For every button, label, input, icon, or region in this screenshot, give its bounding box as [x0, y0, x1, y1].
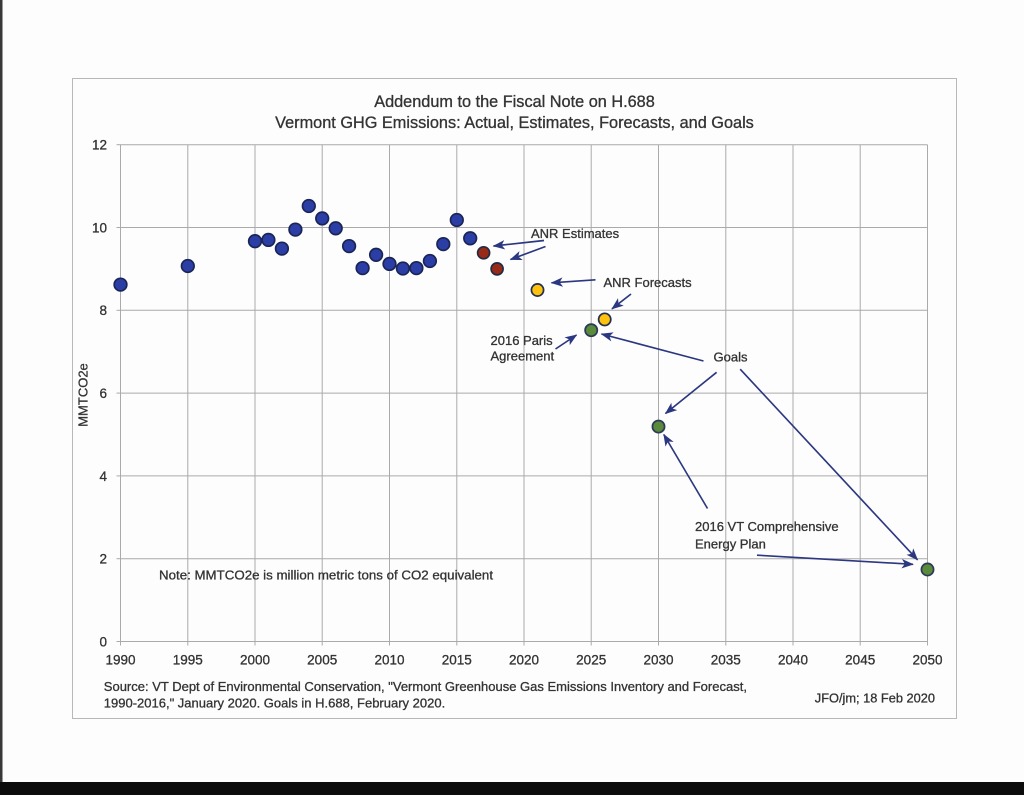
svg-text:6: 6: [99, 386, 107, 401]
svg-text:8: 8: [99, 303, 107, 318]
svg-text:Note: MMTCO2e is million metri: Note: MMTCO2e is million metric tons of …: [159, 568, 493, 583]
svg-text:10: 10: [92, 220, 107, 235]
svg-text:Agreement: Agreement: [491, 349, 555, 364]
svg-text:4: 4: [99, 469, 107, 484]
svg-text:JFO/jm; 18 Feb 2020: JFO/jm; 18 Feb 2020: [815, 691, 935, 706]
svg-text:Vermont GHG Emissions: Actual,: Vermont GHG Emissions: Actual, Estimates…: [275, 114, 754, 132]
svg-text:2030: 2030: [643, 653, 673, 668]
svg-text:2045: 2045: [845, 653, 875, 668]
svg-text:12: 12: [92, 138, 107, 153]
svg-text:2005: 2005: [307, 653, 337, 668]
svg-text:2025: 2025: [576, 653, 606, 668]
svg-text:2: 2: [99, 552, 107, 567]
svg-text:1990-2016," January 2020. Goal: 1990-2016," January 2020. Goals in H.688…: [104, 696, 445, 711]
svg-text:Source: VT Dept of Environment: Source: VT Dept of Environmental Conserv…: [104, 679, 747, 694]
svg-text:2050: 2050: [912, 653, 942, 668]
svg-text:Goals: Goals: [714, 350, 748, 365]
svg-text:2035: 2035: [711, 653, 741, 668]
svg-text:2020: 2020: [509, 653, 539, 668]
svg-text:0: 0: [99, 634, 107, 649]
svg-text:2010: 2010: [374, 653, 404, 668]
svg-text:1990: 1990: [105, 653, 135, 668]
svg-text:ANR Forecasts: ANR Forecasts: [604, 275, 693, 290]
svg-text:Addendum to the Fiscal Note on: Addendum to the Fiscal Note on H.688: [374, 93, 655, 111]
svg-text:2000: 2000: [240, 653, 270, 668]
svg-text:1995: 1995: [173, 653, 203, 668]
svg-text:2040: 2040: [778, 653, 808, 668]
svg-text:MMTCO2e: MMTCO2e: [76, 363, 91, 427]
svg-text:2016 Paris: 2016 Paris: [491, 333, 554, 348]
svg-text:2015: 2015: [442, 653, 472, 668]
svg-text:Energy Plan: Energy Plan: [695, 537, 766, 552]
svg-text:ANR Estimates: ANR Estimates: [531, 226, 620, 241]
svg-text:2016 VT Comprehensive: 2016 VT Comprehensive: [695, 519, 839, 534]
